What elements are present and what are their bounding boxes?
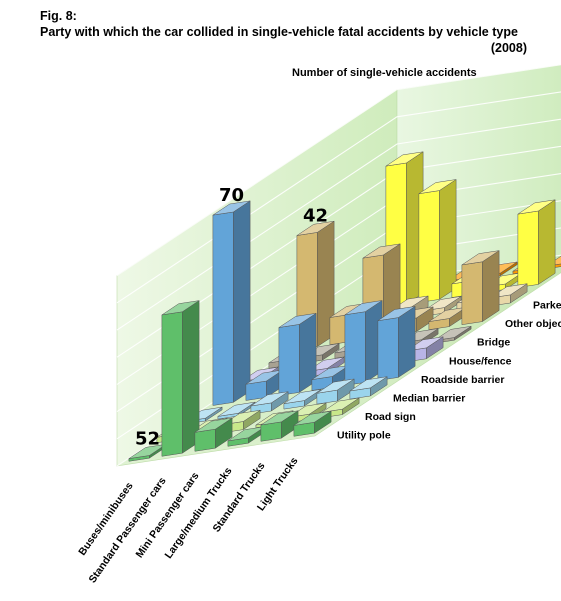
bar bbox=[194, 417, 233, 452]
bar bbox=[161, 300, 200, 457]
bar-front bbox=[212, 211, 234, 406]
series-label: Bridge bbox=[477, 337, 510, 349]
bar bbox=[293, 410, 332, 437]
bar-top bbox=[385, 151, 424, 167]
bar-top bbox=[250, 391, 289, 407]
bar-top bbox=[283, 389, 322, 404]
bar-top bbox=[321, 397, 360, 413]
data-label: 42 bbox=[303, 205, 328, 226]
bar-side bbox=[182, 300, 200, 454]
series-label: Road sign bbox=[365, 411, 416, 423]
gridline bbox=[116, 118, 561, 331]
bar-front bbox=[377, 317, 399, 381]
series-label: Roadside barrier bbox=[421, 374, 504, 386]
chart-title: Party with which the car collided in sin… bbox=[40, 25, 518, 39]
data-label: 52 bbox=[135, 429, 160, 450]
category-label: Buses/minibuses bbox=[76, 480, 135, 558]
bar-top bbox=[278, 313, 317, 328]
series-label: Utility pole bbox=[337, 430, 391, 442]
bar-side bbox=[233, 200, 251, 403]
bar-front bbox=[344, 311, 366, 386]
bar bbox=[517, 199, 556, 288]
bars bbox=[128, 151, 561, 462]
bar-top bbox=[194, 417, 233, 433]
bar bbox=[344, 300, 383, 386]
bar-front bbox=[260, 421, 282, 442]
bar bbox=[377, 305, 416, 381]
chart-year: (2008) bbox=[490, 41, 527, 55]
bar-top bbox=[344, 300, 383, 316]
bar bbox=[316, 378, 355, 405]
bar bbox=[260, 410, 299, 442]
bar-side bbox=[398, 305, 416, 378]
bar bbox=[349, 376, 388, 400]
bar-top bbox=[349, 376, 388, 392]
series-label: House/fence bbox=[449, 355, 512, 367]
bar bbox=[250, 391, 289, 415]
bar-front bbox=[461, 261, 483, 325]
bar-top bbox=[161, 300, 200, 316]
bar bbox=[278, 312, 317, 396]
bar-front bbox=[194, 428, 216, 452]
bar bbox=[418, 179, 457, 303]
bar-side bbox=[439, 179, 457, 300]
bar-front bbox=[278, 324, 300, 396]
bar-top bbox=[212, 200, 251, 216]
series-label: Other objects bbox=[505, 318, 561, 330]
bar-top bbox=[260, 410, 299, 426]
bar-side bbox=[538, 199, 556, 285]
category-label: Standard Trucks bbox=[211, 460, 268, 534]
bar bbox=[217, 401, 256, 420]
bar-top bbox=[316, 378, 355, 394]
bar-top bbox=[517, 199, 556, 215]
bar-side bbox=[482, 250, 500, 323]
bar-front bbox=[418, 190, 440, 303]
bar bbox=[212, 200, 251, 406]
y-axis-label: Number of single-vehicle accidents bbox=[292, 67, 477, 79]
bar bbox=[461, 250, 500, 325]
bar-front bbox=[161, 311, 183, 457]
gridline bbox=[116, 64, 561, 277]
bar-top bbox=[418, 179, 457, 194]
bar-top bbox=[217, 401, 256, 417]
bar-top bbox=[461, 250, 500, 266]
bar-front bbox=[517, 210, 539, 288]
bar-top bbox=[293, 410, 332, 426]
bar-top bbox=[377, 306, 416, 321]
series-label: Parked vehicle bbox=[533, 300, 561, 312]
series-labels: Utility pole Road sign Median barrier Roads… bbox=[337, 300, 561, 442]
data-labels: 52 70 42 bbox=[135, 185, 328, 450]
figure-number: Fig. 8: bbox=[40, 9, 77, 23]
bar-top bbox=[296, 220, 335, 236]
bar-top bbox=[362, 243, 401, 259]
series-label: Median barrier bbox=[393, 393, 465, 405]
gridline bbox=[116, 91, 561, 304]
data-label: 70 bbox=[219, 185, 244, 206]
